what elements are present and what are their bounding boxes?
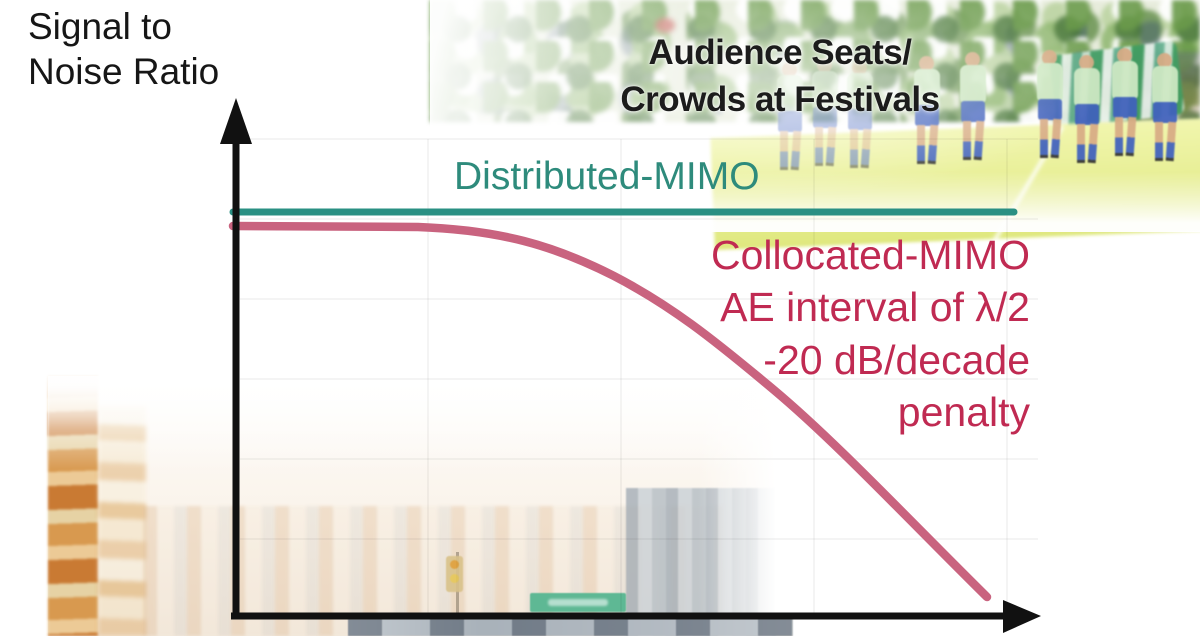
street-sign <box>530 593 626 612</box>
x-axis-arrowhead-icon <box>1003 600 1041 633</box>
photo-caption: Audience Seats/ Crowds at Festivals <box>620 33 940 119</box>
collocated-mimo-label: Collocated-MIMO AE interval of λ/2 -20 d… <box>711 232 1030 436</box>
y-axis-label: Signal to Noise Ratio <box>28 6 220 93</box>
street-below-axis <box>348 619 793 636</box>
traffic-light <box>446 556 463 592</box>
collocated-mimo-curve <box>228 221 992 602</box>
distributed-mimo-label: Distributed-MIMO <box>454 155 760 198</box>
y-axis-arrowhead-icon <box>220 98 252 144</box>
